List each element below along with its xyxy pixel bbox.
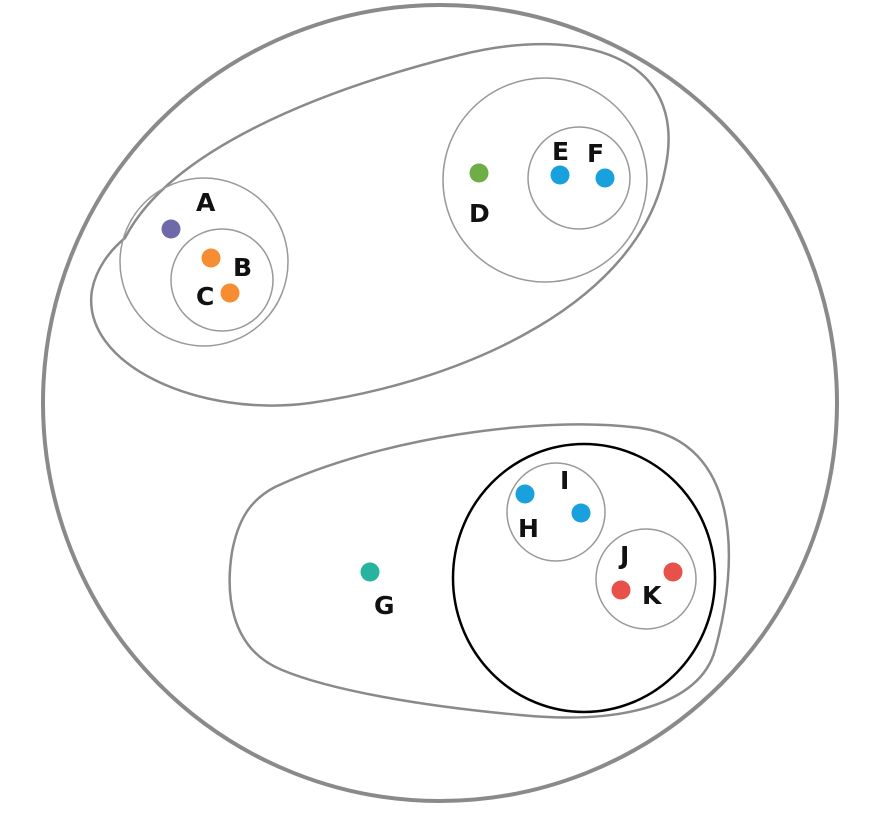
point-g bbox=[360, 562, 380, 582]
label-c: C bbox=[196, 282, 214, 311]
point-a bbox=[161, 219, 181, 239]
point-f bbox=[595, 168, 615, 188]
label-a: A bbox=[196, 188, 216, 217]
point-k bbox=[611, 580, 631, 600]
cluster-bc-boundary bbox=[170, 228, 274, 332]
cluster-hijk-boundary bbox=[451, 442, 717, 714]
label-h: H bbox=[518, 514, 539, 543]
label-i: I bbox=[560, 466, 569, 495]
label-b: B bbox=[233, 253, 252, 282]
label-e: E bbox=[552, 137, 569, 166]
upper-cluster-boundary bbox=[89, 42, 670, 407]
point-e bbox=[550, 165, 570, 185]
lower-cluster-boundary bbox=[228, 423, 731, 719]
label-j: J bbox=[618, 541, 629, 570]
point-b bbox=[201, 248, 221, 268]
label-d: D bbox=[469, 199, 490, 228]
point-i bbox=[571, 503, 591, 523]
label-g: G bbox=[374, 591, 395, 620]
point-h bbox=[515, 484, 535, 504]
cluster-hi-boundary bbox=[506, 462, 606, 562]
cluster-ef-boundary bbox=[527, 126, 631, 230]
cluster-def-boundary bbox=[442, 77, 648, 283]
label-k: K bbox=[642, 581, 663, 610]
label-f: F bbox=[587, 139, 604, 168]
outer-cluster-boundary bbox=[41, 3, 839, 803]
cluster-jk-boundary bbox=[595, 528, 697, 630]
point-d bbox=[469, 163, 489, 183]
point-c bbox=[220, 283, 240, 303]
point-j bbox=[663, 562, 683, 582]
cluster-abc-boundary bbox=[119, 177, 289, 347]
